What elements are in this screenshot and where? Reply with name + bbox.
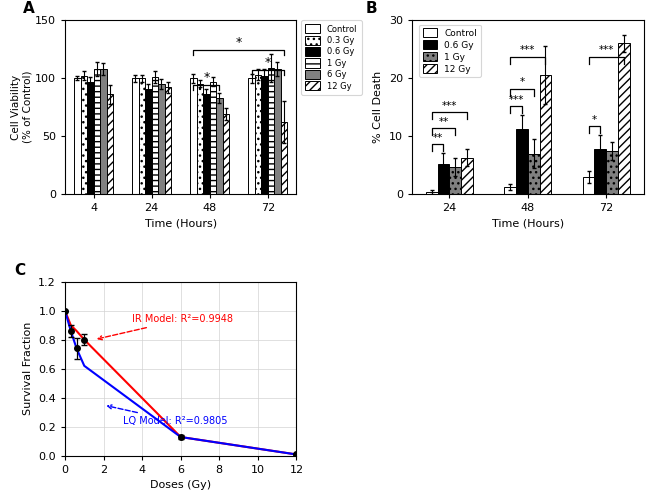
Bar [223,114,229,194]
Y-axis label: % Cell Death: % Cell Death [373,71,384,143]
Bar [281,122,287,194]
Y-axis label: Cell Viability
(% of Control): Cell Viability (% of Control) [10,71,32,143]
Bar [516,129,528,194]
Bar [437,164,449,194]
Bar [138,78,145,194]
Bar [216,98,223,194]
Text: *: * [592,115,597,125]
Text: ***: *** [599,46,614,56]
Bar [461,158,473,194]
Bar [504,187,516,194]
Bar [595,149,606,194]
Text: IR Model: R²=0.9948: IR Model: R²=0.9948 [98,314,233,340]
Text: A: A [23,1,35,16]
Bar [203,94,210,194]
Text: ***: *** [520,46,536,56]
Legend: Control, 0.6 Gy, 1 Gy, 12 Gy: Control, 0.6 Gy, 1 Gy, 12 Gy [419,25,480,77]
Text: ***: *** [441,101,457,111]
X-axis label: Time (Hours): Time (Hours) [145,219,216,229]
Bar [255,75,261,194]
X-axis label: Time (Hours): Time (Hours) [492,219,564,229]
Bar [540,75,551,194]
Text: *: * [235,36,242,49]
Bar [274,69,281,194]
Bar [151,77,158,194]
Bar [74,78,81,194]
Bar [197,84,203,194]
Bar [268,68,274,194]
Text: *: * [265,56,271,69]
Bar [158,84,164,194]
Text: ***: *** [508,95,524,105]
Bar [145,89,151,194]
Bar [164,88,171,194]
Text: **: ** [432,133,443,143]
Bar [87,82,94,194]
Text: *: * [519,78,525,88]
Bar [248,78,255,194]
Text: B: B [366,1,378,16]
Y-axis label: Survival Fraction: Survival Fraction [23,322,32,415]
Bar [210,82,216,194]
Text: **: ** [438,117,448,127]
Bar [190,78,197,194]
Bar [132,78,138,194]
Legend: Control, 0.3 Gy, 0.6 Gy, 1 Gy, 6 Gy, 12 Gy: Control, 0.3 Gy, 0.6 Gy, 1 Gy, 6 Gy, 12 … [301,20,361,95]
Text: *: * [203,71,209,84]
Bar [94,69,100,194]
Bar [606,151,618,194]
Bar [618,43,630,194]
Bar [426,192,437,194]
Bar [81,76,87,194]
Bar [261,76,268,194]
Text: LQ Model: R²=0.9805: LQ Model: R²=0.9805 [108,405,228,426]
Bar [449,167,461,194]
X-axis label: Doses (Gy): Doses (Gy) [150,480,211,490]
Bar [100,69,107,194]
Bar [582,177,595,194]
Text: C: C [14,263,25,278]
Bar [528,154,540,194]
Bar [107,94,113,194]
